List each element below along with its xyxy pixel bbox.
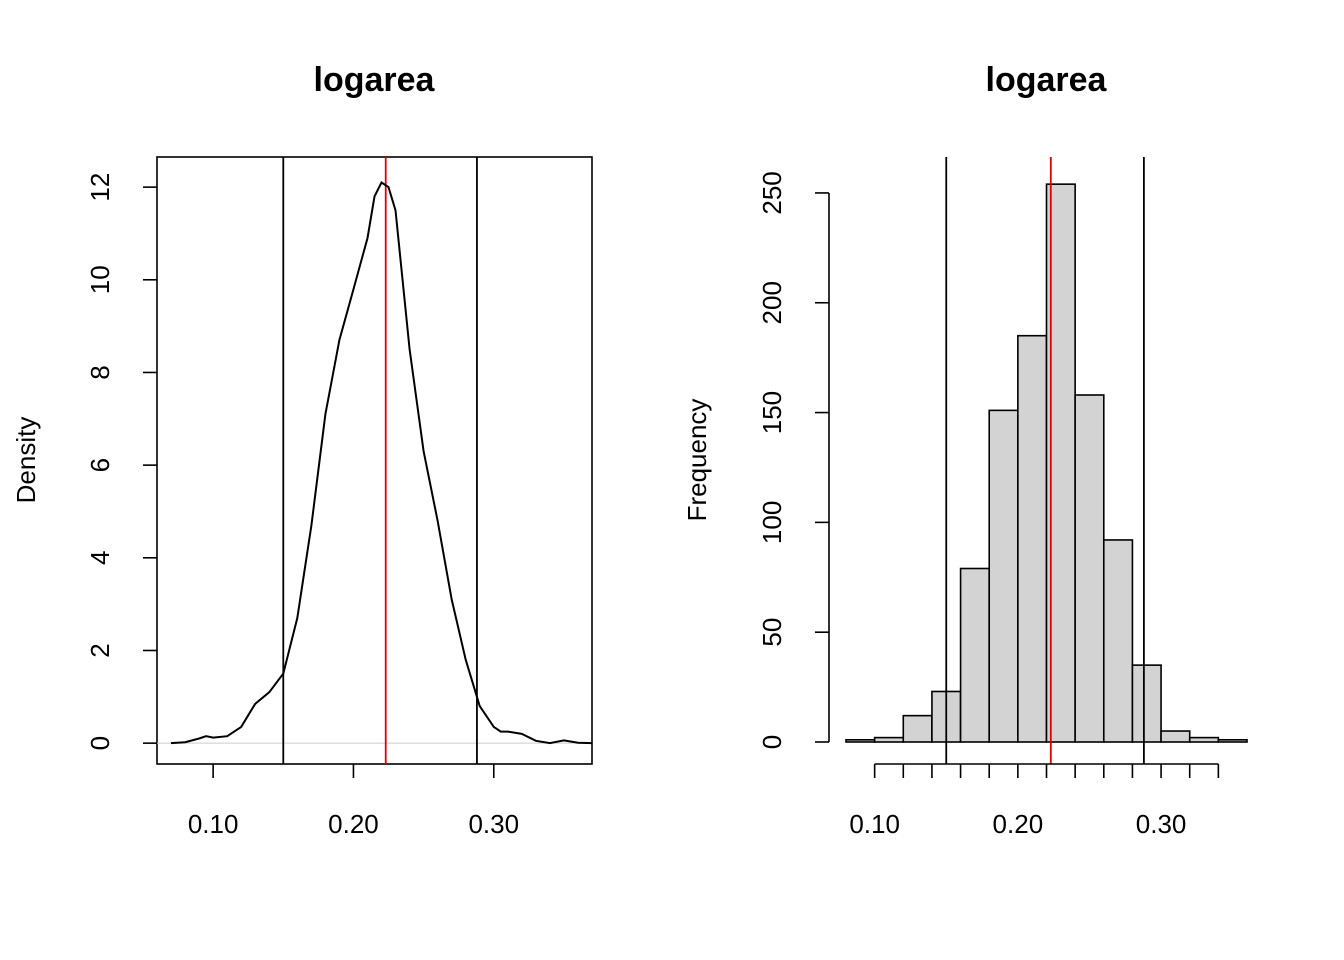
density-x-tick-label: 0.20 [328,809,379,839]
histogram-y-label: Frequency [682,399,712,522]
density-panel: logarea 0 2 4 6 8 10 12 0.10 0.20 0.30 Density [11,61,593,839]
density-x-tick-label: 0.10 [188,809,239,839]
histogram-bar [959,567,991,743]
histogram-y-tick-label: 250 [757,171,787,214]
density-y-tick-label: 6 [85,458,115,472]
histogram-x-tick-label: 0.20 [993,809,1044,839]
density-y-label: Density [11,417,41,504]
histogram-bar [845,739,876,743]
histogram-bars [845,183,1248,743]
histogram-bar [1160,730,1191,743]
density-title: logarea [314,61,436,99]
histogram-x-tick-label: 0.30 [1136,809,1187,839]
histogram-x-tick-label: 0.10 [849,809,900,839]
histogram-panel: logarea 0 50 100 150 200 250 0.10 0.20 0.30 Fre… [682,61,1248,839]
density-y-tick-label: 12 [85,173,115,202]
histogram-reference-lines [945,157,1145,764]
histogram-title: logarea [986,61,1108,99]
histogram-bar [1102,539,1134,743]
density-y-tick-label: 4 [85,551,115,565]
density-y-tick-label: 2 [85,643,115,657]
histogram-bar [1188,736,1220,743]
histogram-bar [1017,334,1048,743]
histogram-x-axis: 0.10 0.20 0.30 [849,763,1220,839]
histogram-y-tick-label: 50 [757,618,787,647]
density-x-axis: 0.10 0.20 0.30 [188,764,519,839]
density-y-tick-label: 0 [85,736,115,750]
histogram-bar [1074,394,1105,743]
histogram-bar [988,409,1019,743]
density-reference-lines [282,157,478,764]
histogram-y-tick-label: 0 [757,735,787,749]
density-curve [170,181,593,745]
histogram-bar [873,736,905,743]
density-x-tick-label: 0.30 [468,809,519,839]
histogram-y-tick-label: 100 [757,501,787,544]
histogram-y-axis: 0 50 100 150 200 250 [757,171,830,749]
histogram-bar [1217,739,1248,743]
histogram-bar [1131,664,1162,743]
density-y-tick-label: 8 [85,365,115,379]
histogram-y-tick-label: 150 [757,391,787,434]
histogram-bar [902,714,933,743]
histogram-y-tick-label: 200 [757,281,787,324]
density-y-tick-label: 10 [85,265,115,294]
density-plot-frame [156,156,593,765]
density-y-axis: 0 2 4 6 8 10 12 [85,173,157,750]
